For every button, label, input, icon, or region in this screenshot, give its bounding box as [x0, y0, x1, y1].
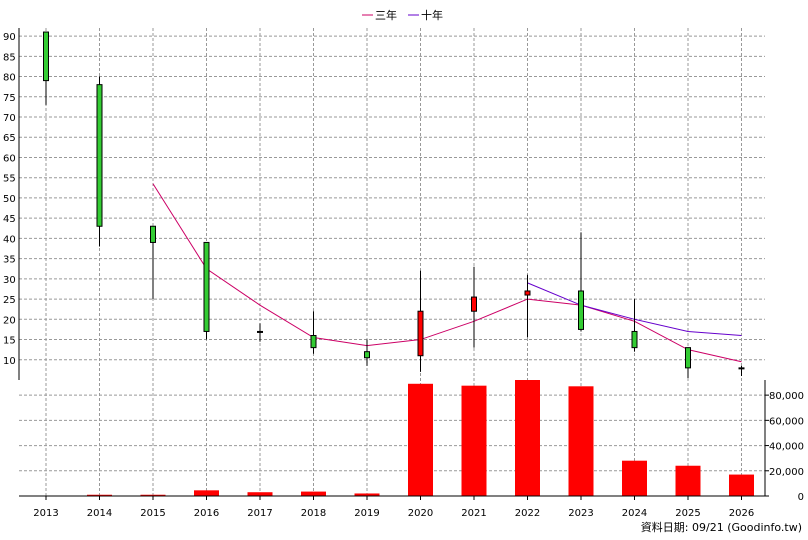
price-tick-label: 15 [3, 336, 16, 347]
candle-body [203, 241, 210, 332]
x-tick-label: 2020 [408, 508, 433, 519]
volume-tick-label: 60,000 [769, 416, 804, 427]
volume-tick-label: 80,000 [769, 391, 804, 402]
price-tick-label: 55 [3, 174, 16, 185]
x-tick-label: 2013 [33, 508, 58, 519]
price-tick-label: 40 [3, 234, 16, 245]
x-tick-label: 2015 [140, 508, 165, 519]
candle-body [310, 334, 317, 349]
candle-body [364, 351, 370, 359]
x-axis: 2013 2014 2015 2016 2017 2018 2019 2020 2021 2022… [33, 496, 754, 519]
volume-bar [675, 465, 701, 496]
x-tick-label: 2017 [247, 508, 272, 519]
volume-y-axis: 0 20,000 40,000 60,000 80,000 [765, 391, 804, 503]
candle-body [96, 84, 103, 227]
candlesticks [43, 31, 745, 378]
legend-label-10yr: 十年 [421, 8, 443, 22]
price-tick-label: 70 [3, 113, 16, 124]
volume-bar [140, 494, 166, 496]
price-tick-label: 30 [3, 275, 16, 286]
x-tick-label: 2022 [515, 508, 540, 519]
volume-bar [461, 385, 487, 496]
price-panel: 10 15 20 25 30 35 40 45 50 55 60 65 70 75 80 85 90 [3, 28, 765, 496]
candle-body [685, 347, 691, 369]
volume-bar [515, 380, 540, 496]
price-tick-label: 80 [3, 73, 16, 84]
candle-body [471, 296, 477, 312]
price-tick-label: 50 [3, 194, 16, 205]
candle-body [417, 310, 424, 357]
price-plot-area [19, 28, 765, 380]
volume-gridlines [19, 394, 765, 472]
price-gridlines [19, 28, 765, 496]
price-tick-label: 45 [3, 214, 16, 225]
source-label: 資料日期: 09/21 (Goodinfo.tw) [641, 520, 802, 534]
candle-body [524, 290, 531, 296]
candle-body [150, 225, 156, 243]
volume-bar [408, 383, 433, 496]
legend: 三年 十年 [362, 8, 443, 22]
volume-bar [247, 492, 273, 496]
candle-body [738, 367, 745, 370]
candle-body [43, 31, 49, 82]
price-tick-label: 85 [3, 52, 16, 63]
candle-body [631, 330, 638, 349]
x-tick-label: 2021 [461, 508, 486, 519]
volume-tick-label: 20,000 [769, 467, 804, 478]
volume-bar [301, 491, 326, 496]
x-tick-label: 2025 [675, 508, 700, 519]
price-tick-label: 10 [3, 356, 16, 367]
volume-bar [568, 386, 594, 496]
volume-tick-label: 40,000 [769, 442, 804, 453]
x-tick-label: 2014 [87, 508, 112, 519]
volume-bars [87, 380, 754, 496]
x-tick-label: 2019 [354, 508, 379, 519]
x-tick-label: 2026 [729, 508, 754, 519]
series-line [152, 183, 742, 363]
candle-body [257, 330, 263, 333]
legend-label-3yr: 三年 [375, 8, 397, 22]
price-tick-label: 25 [3, 295, 16, 306]
volume-bar [622, 460, 647, 496]
volume-panel: 0 20,000 40,000 60,000 80,000 [19, 380, 804, 503]
candle-body [578, 290, 584, 330]
x-tick-label: 2024 [622, 508, 647, 519]
x-tick-label: 2016 [194, 508, 219, 519]
volume-bar [194, 490, 219, 496]
volume-bar [729, 474, 754, 496]
price-tick-label: 90 [3, 32, 16, 43]
x-tick-label: 2018 [301, 508, 326, 519]
price-tick-label: 20 [3, 315, 16, 326]
price-y-axis: 10 15 20 25 30 35 40 45 50 55 60 65 70 75 80 85 90 [3, 32, 16, 367]
price-tick-label: 65 [3, 133, 16, 144]
price-tick-label: 60 [3, 153, 16, 164]
volume-bar [87, 494, 112, 496]
x-tick-label: 2023 [568, 508, 593, 519]
volume-bar [354, 493, 380, 496]
price-tick-label: 75 [3, 93, 16, 104]
price-tick-label: 35 [3, 255, 16, 266]
volume-tick-label: 0 [798, 492, 804, 503]
